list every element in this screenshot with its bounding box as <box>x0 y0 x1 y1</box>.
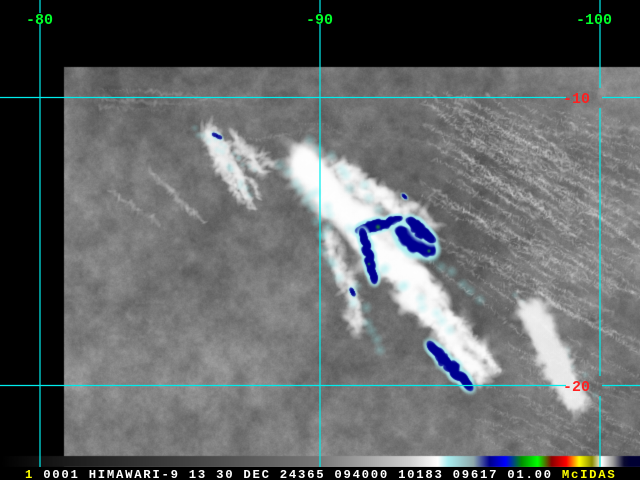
svg-text:-80: -80 <box>26 12 53 29</box>
svg-text:-90: -90 <box>306 12 333 29</box>
svg-text:-100: -100 <box>576 12 612 29</box>
svg-text:-10: -10 <box>563 91 590 108</box>
svg-text:-20: -20 <box>563 379 590 396</box>
svg-text:1 0001 HIMAWARI-9 13 30 DEC: 1 0001 HIMAWARI-9 13 30 DEC 24365 094000… <box>25 468 616 480</box>
